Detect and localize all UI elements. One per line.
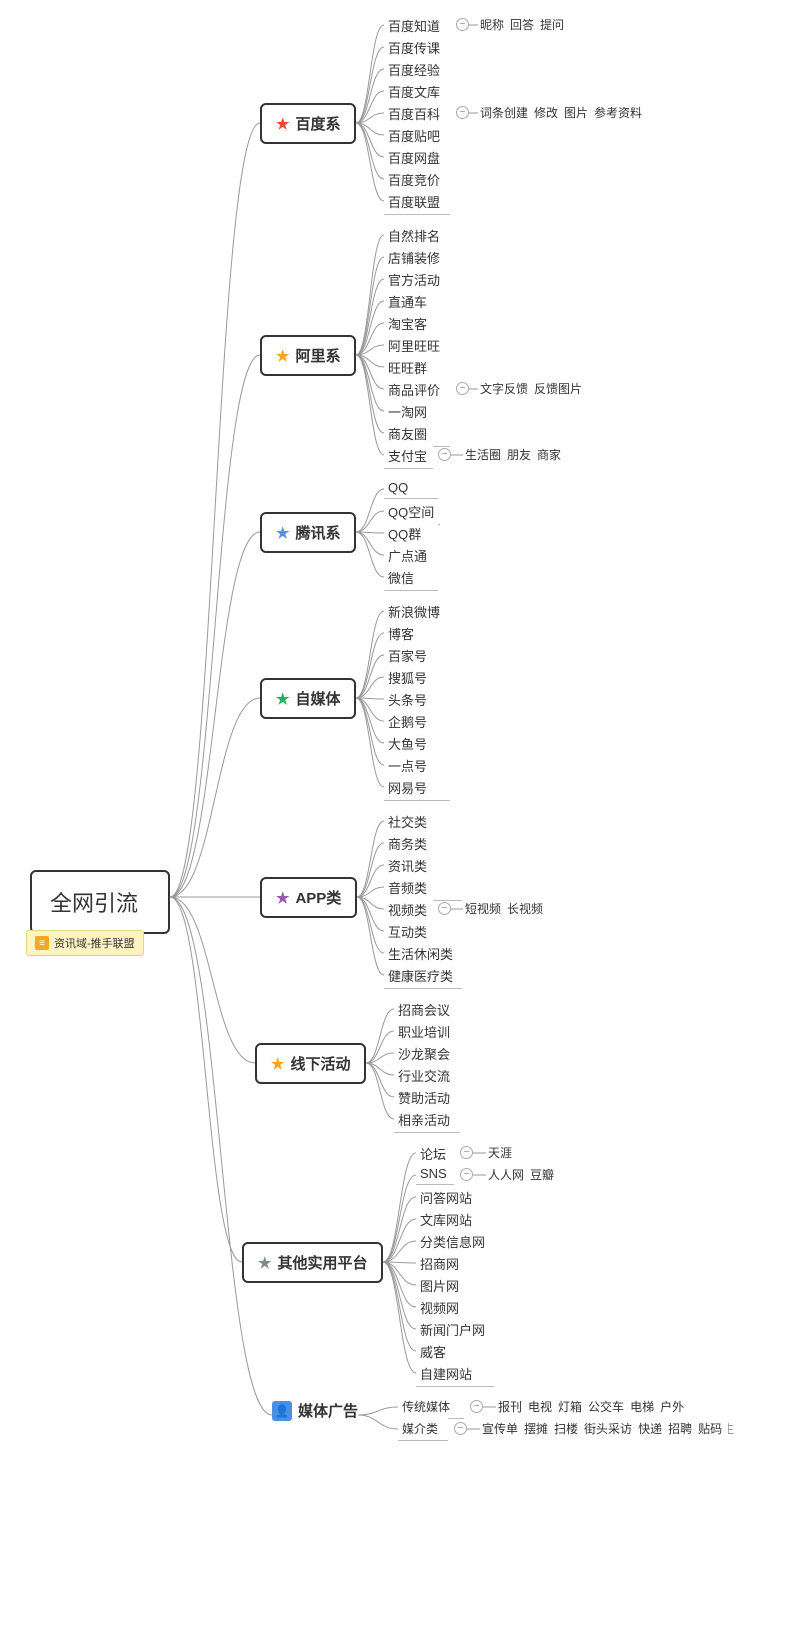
sub-other: 天涯 (488, 1144, 518, 1161)
sub-item: 电视 (528, 1400, 552, 1414)
sub-item: 商家 (537, 448, 561, 462)
sub-item: 豆瓣 (530, 1168, 554, 1182)
branch-media[interactable]: 👤 媒体广告 (272, 1400, 358, 1421)
sub-item: 人人网 (488, 1168, 524, 1182)
branch-label: 其他实用平台 (277, 1252, 367, 1273)
collapse-icon[interactable]: − (456, 382, 469, 395)
sub-item: 修改 (534, 106, 558, 120)
sub-item: 文字反馈 (480, 382, 528, 396)
sub-item: 公交车 (588, 1400, 624, 1414)
sub-item: 生活圈 (465, 448, 501, 462)
sub-item: 参考资料 (594, 106, 642, 120)
sub-item: 反馈图片 (534, 382, 582, 396)
branch-label: 线下活动 (290, 1053, 350, 1074)
sub-item: 灯箱 (558, 1400, 582, 1414)
sub-item: 街头采访 (584, 1422, 632, 1436)
sub-item: 提问 (540, 18, 564, 32)
sub-ali: 生活圈朋友商家 (465, 446, 567, 463)
star-icon: ★ (276, 347, 289, 365)
sub-baidu: 昵称回答提问 (480, 16, 570, 33)
branch-baidu[interactable]: ★ 百度系 (260, 103, 356, 144)
sub-other: 人人网豆瓣 (488, 1166, 560, 1183)
leaf-baidu[interactable]: 百度联盟 (384, 190, 450, 215)
branch-label: 腾讯系 (295, 522, 340, 543)
leaf-app[interactable]: 健康医疗类 (384, 964, 462, 989)
tag-icon: ≡ (35, 936, 49, 950)
star-icon: ★ (276, 889, 289, 907)
collapse-icon[interactable]: − (438, 448, 451, 461)
leaf-ali[interactable]: 支付宝 (384, 444, 433, 469)
branch-other[interactable]: ★ 其他实用平台 (242, 1242, 383, 1283)
collapse-icon[interactable]: − (470, 1400, 483, 1413)
sub-item: 宣传单 (482, 1422, 518, 1436)
collapse-icon[interactable]: − (460, 1146, 473, 1159)
leaf-media[interactable]: 传统媒体 (398, 1396, 464, 1419)
branch-offline[interactable]: ★ 线下活动 (255, 1043, 366, 1084)
collapse-icon[interactable]: − (454, 1422, 467, 1435)
sub-item: 扫楼 (554, 1422, 578, 1436)
collapse-icon[interactable]: − (456, 18, 469, 31)
sub-item: 词条创建 (480, 106, 528, 120)
sub-item: 昵称 (480, 18, 504, 32)
sub-media: 报刊电视灯箱公交车电梯户外 (498, 1398, 690, 1415)
branch-label: 阿里系 (295, 345, 340, 366)
sub-item: 招聘 (668, 1422, 692, 1436)
star-icon: ★ (276, 690, 289, 708)
collapse-icon[interactable]: − (438, 902, 451, 915)
star-icon: ★ (258, 1254, 271, 1272)
sub-item: 快递 (638, 1422, 662, 1436)
sub-item: 朋友 (507, 448, 531, 462)
leaf-selfmedia[interactable]: 网易号 (384, 776, 450, 801)
branch-label: 自媒体 (295, 688, 340, 709)
leaf-other[interactable]: SNS (416, 1164, 454, 1185)
sub-ali: 文字反馈反馈图片 (480, 380, 588, 397)
branch-selfmedia[interactable]: ★ 自媒体 (260, 678, 356, 719)
star-icon: ★ (276, 115, 289, 133)
sub-item: 电梯 (630, 1400, 654, 1414)
sub-app: 短视频长视频 (465, 900, 549, 917)
star-icon: ★ (276, 524, 289, 542)
branch-ali[interactable]: ★ 阿里系 (260, 335, 356, 376)
sub-item: 贴码 (698, 1422, 722, 1436)
sub-baidu: 词条创建修改图片参考资料 (480, 104, 648, 121)
collapse-icon[interactable]: − (456, 106, 469, 119)
star-icon: ★ (271, 1055, 284, 1073)
tag-node: ≡ 资讯域-推手联盟 (26, 930, 144, 956)
media-icon: 👤 (272, 1401, 292, 1421)
root-node[interactable]: 全网引流 (30, 870, 170, 934)
leaf-tencent[interactable]: 微信 (384, 566, 438, 591)
leaf-tencent[interactable]: QQ (384, 478, 438, 499)
sub-item: 短视频 (465, 902, 501, 916)
sub-item: 户外 (660, 1400, 684, 1414)
branch-app[interactable]: ★ APP类 (260, 877, 357, 918)
branch-label: 百度系 (295, 113, 340, 134)
sub-item: 天涯 (488, 1146, 512, 1160)
leaf-other[interactable]: 自建网站 (416, 1362, 494, 1387)
sub-item: 回答 (510, 18, 534, 32)
tag-label: 资讯域-推手联盟 (54, 935, 135, 951)
sub-media: 宣传单摆摊扫楼街头采访快递招聘贴码 (482, 1420, 728, 1437)
leaf-media[interactable]: 媒介类 (398, 1418, 448, 1441)
branch-label: 媒体广告 (298, 1400, 358, 1421)
branch-tencent[interactable]: ★ 腾讯系 (260, 512, 356, 553)
sub-item: 摆摊 (524, 1422, 548, 1436)
sub-item: 长视频 (507, 902, 543, 916)
sub-item: 图片 (564, 106, 588, 120)
collapse-icon[interactable]: − (460, 1168, 473, 1181)
sub-item: 报刊 (498, 1400, 522, 1414)
leaf-offline[interactable]: 相亲活动 (394, 1108, 460, 1133)
branch-label: APP类 (295, 887, 341, 908)
